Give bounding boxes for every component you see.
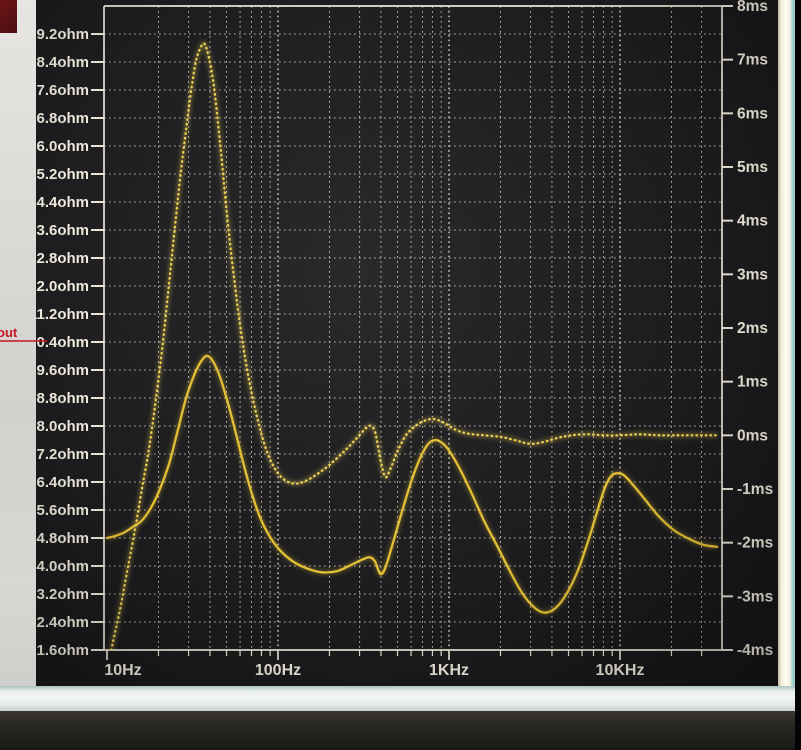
right-axis-tick-label: 6ms <box>737 105 768 122</box>
right-axis-tick-label: -3ms <box>737 588 773 605</box>
x-axis-tick-label: 100Hz <box>255 662 301 679</box>
right-axis-tick-label: 1ms <box>737 374 768 391</box>
left-axis-tick-label: 4.0ohm <box>36 558 89 575</box>
left-axis-tick-label: 5.6ohm <box>36 502 89 519</box>
right-axis-tick-label: 7ms <box>737 52 768 69</box>
impedance-magnitude-curve-glow <box>106 353 718 616</box>
impedance-magnitude-curve <box>105 354 719 614</box>
delay-curve-glow <box>109 41 718 650</box>
left-axis-tick-label: 4.8ohm <box>36 530 89 547</box>
impedance-chart: 19.2ohm 18.4ohm 17.6ohm 16.8ohm 16.0ohm 15.2o… <box>28 0 773 679</box>
left-axis-tick-label: 19.2ohm <box>36 26 89 43</box>
left-axis-tick-label: 6.4ohm <box>36 474 89 491</box>
screen-bottom-edge <box>0 686 795 711</box>
left-axis-tick-label: 16.0ohm <box>36 138 89 155</box>
left-axis-tick-label: 2.4ohm <box>36 614 89 631</box>
left-axis-tick-label: 7.2ohm <box>36 446 89 463</box>
left-axis-tick-label: 1.6ohm <box>36 642 89 659</box>
left-axis-tick-label: 14.4ohm <box>36 194 89 211</box>
left-axis-tick-label: 12.0ohm <box>36 278 89 295</box>
left-axis-tick-label: 3.2ohm <box>36 586 89 603</box>
right-axis-tick-label: 2ms <box>737 320 768 337</box>
red-corner-block <box>0 0 17 33</box>
left-axis-tick-label: 8.8ohm <box>36 390 89 407</box>
right-axis-tick-label: -1ms <box>737 481 773 498</box>
x-axis-tick-label: 1KHz <box>429 662 469 679</box>
right-axis-tick-label: 4ms <box>737 213 768 230</box>
x-axis-tick-label: 10Hz <box>104 662 141 679</box>
left-axis-tick-label: 8.0ohm <box>36 418 89 435</box>
red-cutoff-label: out <box>0 325 18 340</box>
left-axis-tick-label: 9.6ohm <box>36 362 89 379</box>
left-window-strip: out <box>0 0 47 686</box>
x-axis-tick-label: 10KHz <box>596 662 645 679</box>
right-axis-tick-label: 0ms <box>737 427 768 444</box>
monitor-bezel <box>0 711 801 750</box>
right-axis-tick-label: 3ms <box>737 266 768 283</box>
left-axis-tick-label: 13.6ohm <box>36 222 89 239</box>
red-underline <box>0 340 47 342</box>
right-axis-tick-label: 5ms <box>737 159 768 176</box>
left-axis-tick-label: 12.8ohm <box>36 250 89 267</box>
left-axis-tick-label: 17.6ohm <box>36 82 89 99</box>
right-axis-tick-label: -2ms <box>737 535 773 552</box>
chart-window: 19.2ohm 18.4ohm 17.6ohm 16.8ohm 16.0ohm 15.2o… <box>28 0 778 686</box>
right-axis-tick-label: -4ms <box>737 642 773 659</box>
photo-dark-edge <box>795 0 801 750</box>
left-axis-tick-label: 18.4ohm <box>36 54 89 71</box>
left-axis-tick-label: 11.2ohm <box>36 306 89 323</box>
left-axis-tick-label: 16.8ohm <box>36 110 89 127</box>
right-axis-tick-label: 8ms <box>737 0 768 15</box>
delay-curve <box>110 42 719 650</box>
left-axis-tick-label: 15.2ohm <box>36 166 89 183</box>
left-axis-tick-label: 10.4ohm <box>36 334 89 351</box>
